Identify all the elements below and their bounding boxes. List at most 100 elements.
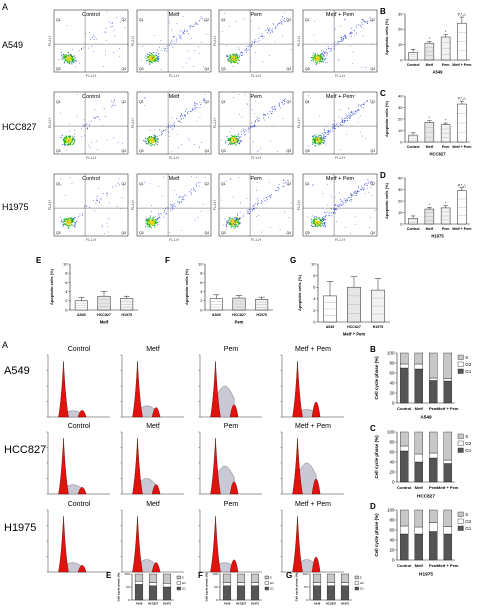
dot <box>336 177 338 179</box>
dot <box>65 58 67 60</box>
histogram-g1-peak <box>210 361 221 418</box>
dot <box>319 59 322 61</box>
dot <box>181 144 183 145</box>
dot <box>307 100 309 102</box>
dot <box>332 128 334 130</box>
dot <box>340 149 342 150</box>
chart-bar-segment <box>443 459 452 464</box>
dot <box>274 41 276 43</box>
dot <box>351 114 353 116</box>
dot <box>230 178 232 179</box>
dot <box>70 217 72 220</box>
dot <box>68 136 70 138</box>
dot <box>355 195 357 196</box>
dot <box>354 192 356 194</box>
dot <box>361 106 362 108</box>
dot <box>325 225 327 227</box>
chart-panel-label: G <box>286 571 292 580</box>
chart-bar-segment <box>414 533 423 561</box>
dot-plot-title: Control <box>82 176 100 182</box>
chart-category-label: HCC827 <box>326 602 337 606</box>
dot <box>346 200 348 201</box>
dot <box>312 60 314 62</box>
dot <box>277 186 279 188</box>
chart-ytick-label: 40 <box>398 93 403 98</box>
dot <box>63 57 65 59</box>
chart-ytick-label: 100 <box>124 572 129 576</box>
dot <box>115 104 116 106</box>
dot <box>365 182 367 184</box>
dot <box>358 191 360 193</box>
dot <box>328 130 330 132</box>
dot <box>201 141 202 143</box>
dot <box>358 105 360 107</box>
dot <box>335 44 337 46</box>
dot <box>282 118 284 119</box>
dot <box>257 203 259 205</box>
dot <box>232 54 234 56</box>
dot <box>233 218 235 219</box>
dot <box>170 209 172 211</box>
dot <box>189 140 191 141</box>
dot <box>343 117 345 119</box>
dot <box>361 189 363 191</box>
dot <box>231 218 233 220</box>
dot <box>180 201 182 203</box>
dot <box>64 220 66 222</box>
dot <box>244 94 246 96</box>
chart-category-label: Control <box>407 227 420 231</box>
dot <box>232 222 234 224</box>
dot <box>233 61 235 63</box>
dot <box>364 102 366 104</box>
dot <box>261 201 263 203</box>
dot <box>232 140 234 142</box>
dot <box>311 60 313 62</box>
chart-category-label: HCC827 <box>232 313 246 317</box>
chart-legend-label: G1 <box>465 369 472 374</box>
chart-legend-label: S <box>270 576 272 580</box>
dot <box>273 108 275 110</box>
dot <box>240 52 241 54</box>
dot <box>308 145 310 147</box>
dot <box>182 32 184 34</box>
dot <box>64 58 66 60</box>
dot <box>322 139 324 141</box>
dot <box>205 177 207 178</box>
dot <box>66 143 68 146</box>
dot <box>170 126 172 128</box>
dot <box>228 59 230 61</box>
dot <box>335 28 336 29</box>
dot <box>310 218 312 220</box>
dot <box>288 216 290 218</box>
chart-ytick-label: 4 <box>313 296 316 301</box>
chart-category-label: Control <box>397 563 411 568</box>
dot <box>313 134 315 136</box>
dot <box>147 142 150 144</box>
dot <box>318 57 320 59</box>
dot <box>154 219 156 221</box>
dot <box>156 217 158 219</box>
dot <box>334 46 335 48</box>
histogram: Pem <box>198 423 262 495</box>
dot <box>359 24 361 26</box>
dot <box>316 62 318 64</box>
dot <box>281 35 283 37</box>
dot <box>234 134 236 136</box>
dot <box>87 127 88 129</box>
dot <box>235 21 237 22</box>
histogram: Metf <box>120 423 184 495</box>
dot <box>89 206 91 208</box>
dot <box>173 126 175 128</box>
dot <box>333 120 335 122</box>
dot <box>234 222 236 224</box>
dot <box>283 103 285 105</box>
chart-xlabel: Metf + Pem <box>343 332 366 337</box>
dot <box>106 222 108 224</box>
dot <box>353 192 355 194</box>
dot <box>105 54 106 56</box>
quadrant-label: Q2 <box>370 100 375 104</box>
dot <box>328 212 330 214</box>
dot <box>341 36 343 38</box>
